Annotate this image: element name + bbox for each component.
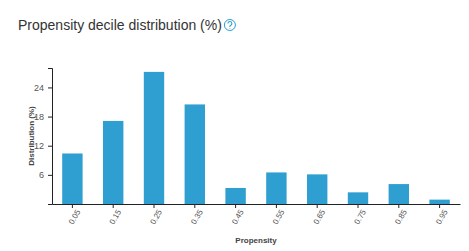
bar [307,174,327,204]
bar [62,153,82,204]
x-tick-label: 0.25 [148,208,164,226]
y-axis: 6 12 18 24 [34,69,53,205]
x-tick-label: 0.35 [189,208,205,226]
y-tick: 18 [34,112,52,122]
y-tick-mark [48,117,52,118]
y-tick-mark [48,175,52,176]
y-tick: 6 [39,170,52,180]
x-tick-mark [72,204,73,208]
x-axis: 0.05 0.15 0.25 0.35 0.45 0.55 0.65 0.75 0.85 0.95 [53,204,461,226]
x-tick: 0.15 [108,204,124,226]
x-tick-label: 0.95 [434,208,450,226]
y-tick: 12 [34,141,52,151]
help-icon[interactable] [224,20,235,31]
bar [348,192,368,204]
x-tick: 0.65 [312,204,328,226]
bar [225,188,245,204]
bar [429,200,449,204]
x-tick-mark [317,204,318,208]
title: Propensity decile distribution (%) [18,17,222,33]
x-tick-mark [398,204,399,208]
bar [103,121,123,204]
y-axis-title: Distribution (%) [27,106,36,166]
x-tick-mark [276,204,277,208]
x-tick-label: 0.55 [271,208,287,226]
y-tick-mark [48,87,52,88]
y-tick: 24 [34,83,52,93]
x-tick-label: 0.85 [393,208,409,226]
y-tick-label: 24 [34,83,44,93]
x-tick-mark [235,204,236,208]
x-tick-mark [113,204,114,208]
x-tick-mark [358,204,359,208]
plot: 61218240.050.150.250.350.450.550.650.750… [34,69,461,227]
y-tick-mark [48,146,52,147]
bar [144,72,164,204]
help-icon-circle[interactable] [224,20,235,31]
bar [266,172,286,204]
x-tick-mark [154,204,155,208]
x-tick: 0.55 [271,204,287,226]
x-tick: 0.35 [189,204,205,226]
x-tick-label: 0.75 [352,208,368,226]
chart: Propensity decile distribution (%) 6 12 18 2… [0,0,469,251]
help-icon-glyph[interactable] [228,22,232,29]
x-tick-label: 0.65 [312,208,328,226]
x-tick: 0.05 [67,204,83,226]
x-tick: 0.75 [352,204,368,226]
x-tick: 0.45 [230,204,246,226]
x-tick-label: 0.45 [230,208,246,226]
bars [62,72,450,204]
bar [389,184,409,204]
x-tick-mark [439,204,440,208]
x-axis-title: Propensity [235,236,277,245]
x-tick: 0.25 [148,204,164,226]
x-tick-label: 0.05 [67,208,83,226]
x-tick: 0.95 [434,204,450,226]
x-tick-label: 0.15 [108,208,124,226]
y-tick-label: 6 [39,170,44,180]
x-tick-mark [194,204,195,208]
bar [185,104,205,204]
y-axis-line [48,69,53,205]
x-tick: 0.85 [393,204,409,226]
